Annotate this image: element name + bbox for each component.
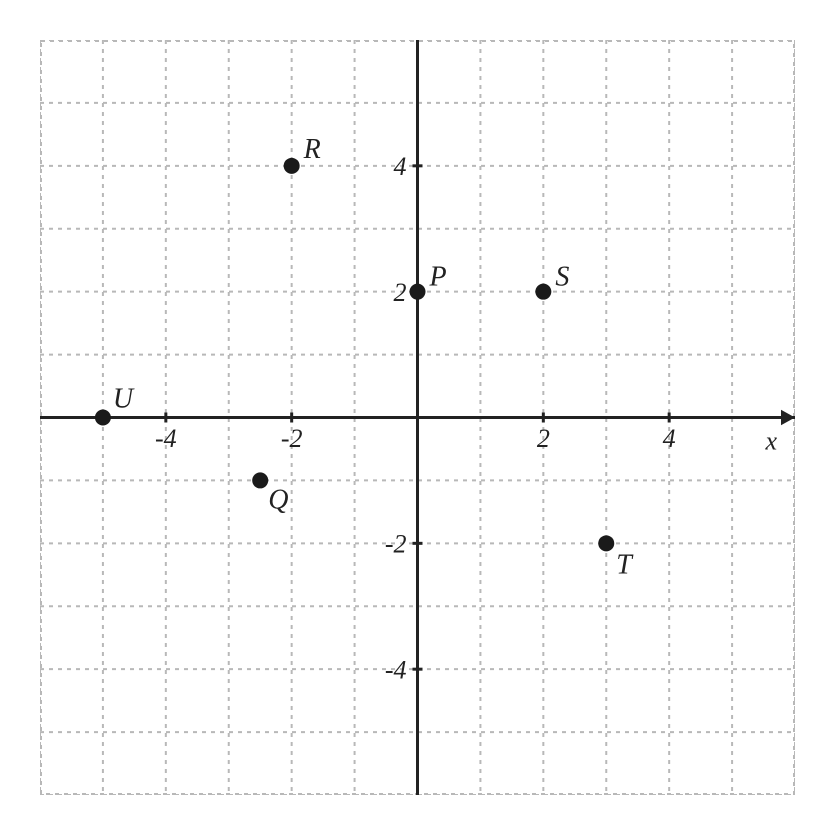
point-label-r: R <box>303 134 321 165</box>
y-tick-label: -4 <box>385 655 407 684</box>
point-t <box>598 535 614 551</box>
y-tick-label: 4 <box>394 152 407 181</box>
coordinate-plane-svg: -4 -2 2 4 -4 -2 2 4 x P Q R S T U <box>40 40 795 795</box>
point-label-t: T <box>616 549 634 580</box>
x-axis-label: x <box>764 427 777 456</box>
x-tick-label: -4 <box>155 424 177 453</box>
point-q <box>252 472 268 488</box>
y-tick-label: -2 <box>385 529 407 558</box>
point-s <box>535 284 551 300</box>
point-label-p: P <box>429 262 447 293</box>
point-r <box>284 158 300 174</box>
point-label-q: Q <box>268 484 288 515</box>
point-label-s: S <box>555 262 569 293</box>
x-tick-label: 2 <box>537 424 550 453</box>
x-tick-label: -2 <box>281 424 303 453</box>
point-label-u: U <box>113 384 135 415</box>
y-tick-label: 2 <box>394 278 407 307</box>
point-p <box>410 284 426 300</box>
point-u <box>95 410 111 426</box>
x-tick-label: 4 <box>663 424 676 453</box>
coordinate-plane: -4 -2 2 4 -4 -2 2 4 x P Q R S T U <box>40 40 795 795</box>
